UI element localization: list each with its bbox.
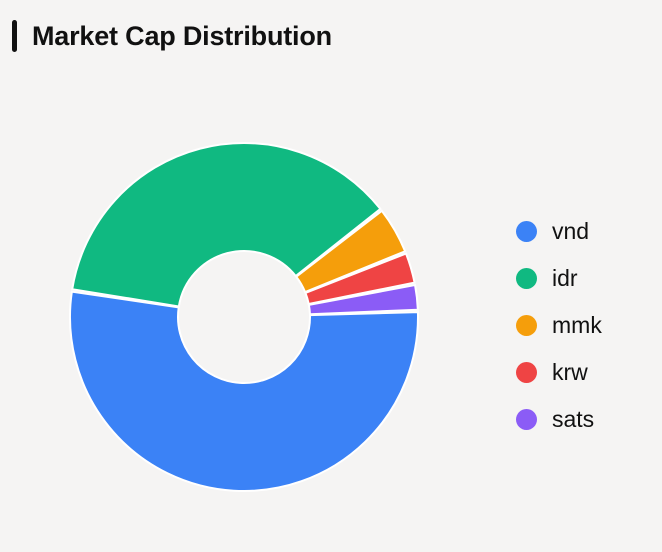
- chart-legend: vnd idr mmk krw sats: [516, 208, 602, 443]
- legend-item-krw[interactable]: krw: [516, 349, 602, 396]
- legend-label-vnd: vnd: [552, 218, 590, 244]
- pie-slice-mmk[interactable]: [294, 209, 407, 294]
- legend-label-krw: krw: [552, 359, 588, 385]
- legend-item-vnd[interactable]: vnd: [516, 208, 602, 255]
- chart-title: Market Cap Distribution: [32, 20, 332, 51]
- legend-label-idr: idr: [552, 265, 578, 291]
- pie-slice-sats[interactable]: [307, 283, 419, 316]
- legend-item-sats[interactable]: sats: [516, 396, 602, 443]
- legend-swatch-vnd: [516, 221, 537, 242]
- legend-swatch-sats: [516, 409, 537, 430]
- legend-swatch-mmk: [516, 315, 537, 336]
- pie-slice-vnd[interactable]: [69, 290, 419, 492]
- title-accent-bar: [12, 20, 17, 52]
- chart-header: Market Cap Distribution: [12, 20, 332, 52]
- legend-swatch-idr: [516, 268, 537, 289]
- legend-label-mmk: mmk: [552, 312, 602, 338]
- legend-item-mmk[interactable]: mmk: [516, 302, 602, 349]
- legend-item-idr[interactable]: idr: [516, 255, 602, 302]
- pie-slice-idr[interactable]: [71, 142, 382, 308]
- legend-label-sats: sats: [552, 406, 595, 432]
- legend-swatch-krw: [516, 362, 537, 383]
